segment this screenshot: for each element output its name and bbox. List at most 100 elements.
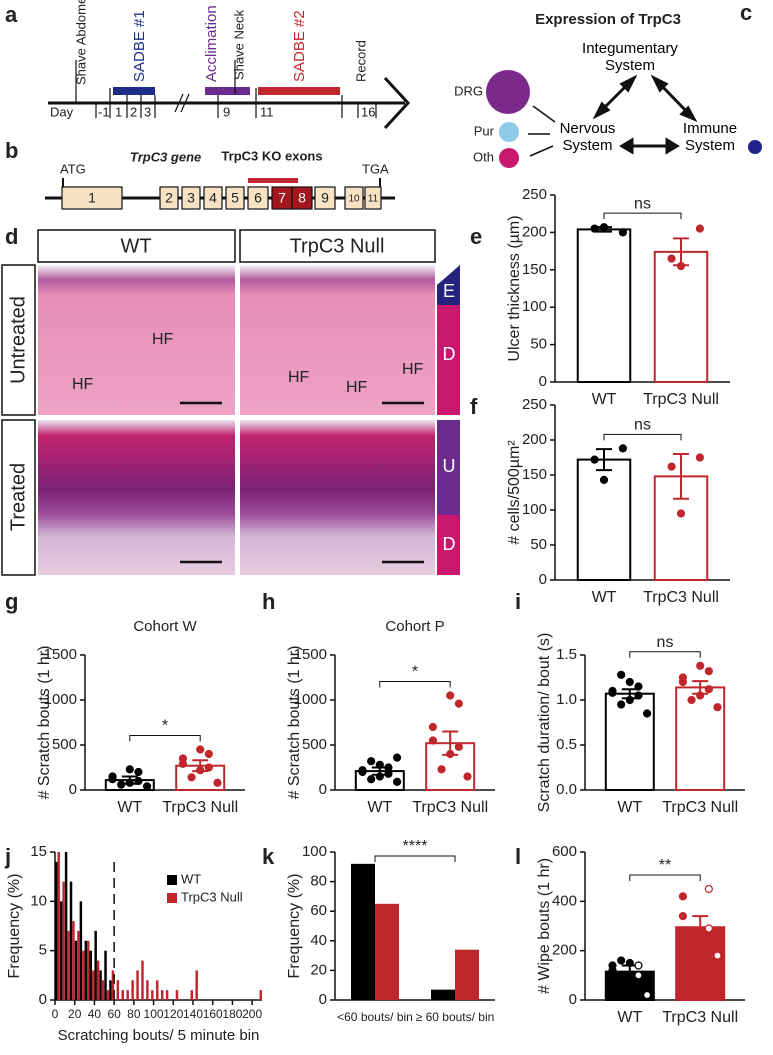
exon bbox=[364, 186, 382, 210]
annotation: * bbox=[162, 718, 168, 735]
y-tick-label: 150 bbox=[522, 466, 547, 483]
micrograph bbox=[38, 420, 235, 575]
data-point bbox=[634, 682, 643, 691]
x-tick-label: 0 bbox=[52, 1007, 59, 1021]
histogram-bar bbox=[116, 980, 120, 1000]
x-tick-label: <60 bouts/ bin bbox=[337, 1010, 413, 1024]
x-tick-label: 80 bbox=[127, 1007, 141, 1021]
subset-label: Oth bbox=[473, 149, 494, 164]
histology: WT TrpC3 Null Untreated Treated HF HF HF… bbox=[1, 229, 460, 576]
data-point bbox=[704, 924, 713, 933]
panel-label: d bbox=[5, 224, 18, 249]
x-tick-label: TrpC3 Null bbox=[662, 799, 738, 816]
y-tick-label: 100 bbox=[302, 843, 327, 860]
y-tick-label: 150 bbox=[522, 261, 547, 278]
annotation: ns bbox=[657, 634, 674, 651]
histogram-bar bbox=[141, 960, 144, 1000]
annotation: ** bbox=[659, 857, 671, 874]
y-tick-label: 0 bbox=[539, 571, 547, 588]
y-axis-label: Scratch duration/ bout (s) bbox=[536, 633, 553, 813]
node-label: Immune System bbox=[682, 120, 738, 154]
data-point bbox=[678, 912, 688, 921]
pur-circle bbox=[499, 122, 519, 142]
error-bar bbox=[596, 448, 612, 472]
data-point bbox=[392, 753, 402, 762]
y-tick-label: 0.5 bbox=[556, 736, 577, 753]
histogram-bar bbox=[77, 930, 80, 1000]
event-label: SADBE #2 bbox=[291, 10, 308, 82]
day: 16 bbox=[361, 104, 375, 119]
oth-circle bbox=[499, 148, 519, 168]
micrograph bbox=[38, 265, 235, 415]
histogram-bar bbox=[84, 940, 88, 1000]
y-tick-label: 1.5 bbox=[556, 646, 577, 663]
x-tick-label: 60 bbox=[107, 1007, 121, 1021]
histogram-bar bbox=[175, 990, 179, 1000]
hf-label: HF bbox=[72, 376, 94, 393]
y-tick-label: 1500 bbox=[294, 646, 327, 663]
data-point bbox=[625, 695, 634, 705]
data-point bbox=[125, 765, 134, 774]
hf-label: HF bbox=[346, 379, 368, 396]
annotation: * bbox=[412, 664, 418, 681]
exon-label: 9 bbox=[321, 190, 329, 206]
y-tick-label: 200 bbox=[522, 431, 547, 448]
significance-bracket bbox=[379, 681, 451, 688]
node-label: Nervous System bbox=[559, 120, 616, 154]
data-point bbox=[454, 742, 463, 751]
histogram-bar bbox=[165, 990, 169, 1000]
data-point bbox=[392, 777, 402, 787]
data-point bbox=[676, 509, 686, 518]
data-point bbox=[704, 884, 713, 894]
exon bbox=[247, 186, 269, 210]
x-tick-label: WT bbox=[367, 799, 392, 816]
data-point bbox=[590, 224, 599, 233]
x-tick-label: 160 bbox=[203, 1007, 223, 1021]
exon-label: 5 bbox=[231, 190, 239, 206]
data-point bbox=[667, 462, 676, 471]
y-tick-label: 500 bbox=[302, 736, 327, 753]
data-point bbox=[704, 685, 713, 694]
y-tick-label: 80 bbox=[310, 873, 327, 890]
column-header: TrpC3 Null bbox=[290, 235, 385, 257]
data-point bbox=[446, 691, 455, 700]
row-header: Untreated bbox=[7, 296, 29, 384]
histogram-bar bbox=[259, 990, 262, 1000]
day: 9 bbox=[223, 104, 230, 119]
histogram-bar bbox=[69, 881, 73, 1000]
data-point bbox=[695, 224, 705, 233]
significance-bracket bbox=[629, 651, 701, 658]
exon bbox=[203, 186, 223, 210]
y-axis-label: Ulcer thickness (µm) bbox=[506, 215, 523, 361]
histogram-bar bbox=[91, 970, 95, 1000]
exon-label: 3 bbox=[187, 190, 195, 206]
subset-label: DRG bbox=[454, 83, 483, 98]
day: -1 bbox=[98, 104, 110, 119]
data-point bbox=[625, 677, 634, 687]
data-point bbox=[696, 661, 705, 670]
data-point bbox=[678, 892, 688, 901]
drg-circle bbox=[486, 70, 530, 114]
y-tick-label: 10 bbox=[30, 892, 47, 909]
subset-label: Pur bbox=[474, 123, 495, 138]
y-axis-label: # cells/500µm² bbox=[506, 440, 523, 545]
event-label: SADBE #1 bbox=[131, 10, 148, 82]
histogram-bar bbox=[72, 921, 75, 1000]
significance-bracket bbox=[629, 874, 701, 881]
histogram-bar bbox=[55, 861, 58, 1000]
histogram-bar bbox=[101, 980, 105, 1000]
exon-label: 11 bbox=[368, 194, 379, 205]
histogram-bar bbox=[195, 970, 198, 1000]
y-tick-label: 1.0 bbox=[556, 691, 577, 708]
panel-label: j bbox=[4, 844, 11, 869]
y-tick-label: 250 bbox=[522, 186, 547, 203]
data-point bbox=[667, 254, 676, 263]
node: Nervous System bbox=[559, 120, 616, 154]
y-tick-label: 0 bbox=[69, 781, 77, 798]
y-tick-label: 250 bbox=[522, 396, 547, 413]
x-tick-label: 180 bbox=[222, 1007, 242, 1021]
data-point bbox=[204, 763, 213, 772]
x-axis-label: Scratching bouts/ 5 minute bin bbox=[58, 1027, 260, 1044]
histogram-bar bbox=[67, 930, 70, 1000]
